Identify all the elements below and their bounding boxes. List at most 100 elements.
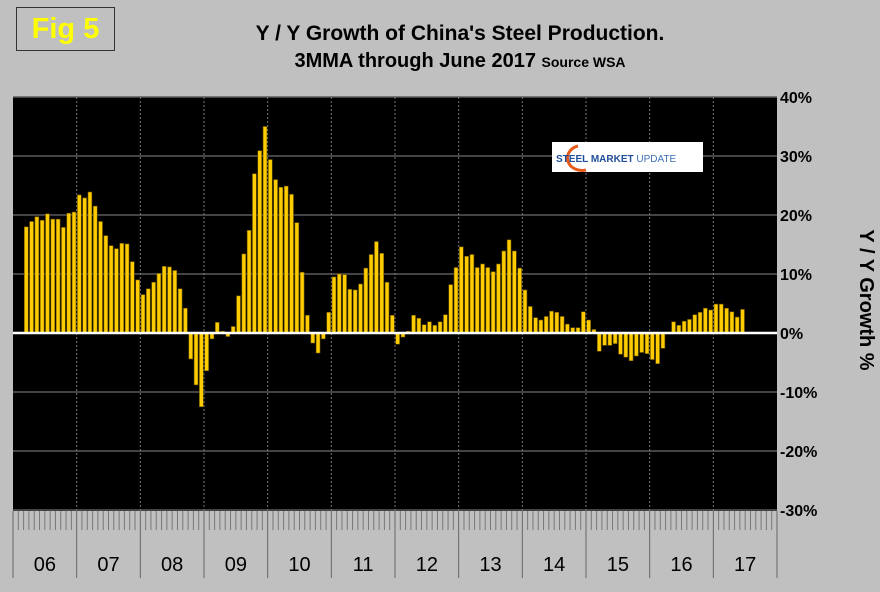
bar (650, 332, 655, 360)
bar (156, 273, 162, 334)
bar (644, 332, 650, 354)
year-label: 16 (670, 554, 692, 576)
bar (34, 216, 40, 334)
bar (501, 250, 507, 334)
bar (681, 320, 687, 334)
bar (490, 271, 496, 334)
bar (241, 253, 247, 334)
bar (453, 267, 459, 334)
logo-market: MARKET (591, 154, 634, 165)
bar (358, 283, 363, 334)
chart-subtitle: 3MMA through June 2017 Source WSA (150, 50, 770, 73)
bar (379, 253, 384, 334)
bar (512, 250, 517, 334)
bar (114, 248, 119, 334)
bar (549, 310, 554, 334)
bar (24, 226, 29, 334)
bar (485, 267, 491, 334)
bar (39, 220, 45, 334)
year-label: 12 (416, 554, 438, 576)
bars (24, 126, 745, 408)
logo-update: UPDATE (636, 154, 676, 165)
bar (719, 303, 724, 334)
bar (305, 314, 310, 334)
subtitle-text: 3MMA through June 2017 (294, 50, 536, 72)
bar (368, 254, 374, 334)
bar (374, 241, 379, 334)
bar (29, 221, 34, 334)
bar (363, 267, 369, 334)
y-axis: 40% 30% 20% 10% 0% -10% -20% -30% (780, 90, 817, 520)
bar (496, 263, 501, 334)
bar (146, 288, 151, 334)
bar (660, 332, 666, 349)
bar (602, 332, 607, 346)
bar (724, 307, 729, 334)
bar (268, 159, 273, 334)
bar (71, 211, 77, 334)
year-label: 08 (161, 554, 183, 576)
bar (283, 185, 289, 334)
bar (384, 281, 390, 334)
bar (543, 316, 549, 334)
bar (199, 332, 204, 408)
y-tick-label: 20% (780, 208, 812, 225)
bar (474, 267, 480, 334)
bar (437, 321, 443, 334)
year-label: 14 (543, 554, 565, 576)
svg-text:STEEL MARKET UPDATE: STEEL MARKET UPDATE (556, 154, 677, 165)
bar (294, 222, 300, 334)
figure-label: Fig 5 (16, 7, 115, 51)
bar (204, 332, 209, 372)
bar (581, 311, 586, 334)
bar (411, 314, 416, 334)
bar (469, 254, 475, 334)
bar (586, 319, 591, 334)
bar (459, 246, 464, 334)
bar (618, 332, 623, 355)
bar (66, 212, 71, 334)
bar (326, 312, 331, 334)
bar (734, 316, 740, 334)
bar (257, 150, 262, 334)
bar (87, 191, 93, 334)
chart-title: Y / Y Growth of China's Steel Production… (255, 22, 665, 45)
bar (92, 205, 98, 334)
bar (347, 289, 353, 334)
bar (252, 173, 257, 334)
bar (528, 306, 533, 334)
bar (687, 319, 692, 334)
bar (98, 221, 103, 334)
y-tick-label: 0% (780, 326, 803, 343)
bar (119, 243, 125, 334)
bar (703, 307, 708, 334)
bar (140, 294, 146, 334)
year-label: 13 (479, 554, 501, 576)
bar (352, 289, 358, 334)
logo-steel: STEEL (556, 154, 588, 165)
bar (310, 332, 316, 344)
bar (533, 317, 538, 334)
bar (597, 332, 602, 352)
bar (612, 332, 618, 344)
bar (390, 314, 395, 334)
bar (331, 276, 337, 334)
bar (193, 332, 199, 386)
bar (607, 332, 613, 346)
bar (671, 321, 676, 334)
bar (634, 332, 639, 357)
bar (713, 303, 719, 334)
bar (708, 309, 713, 334)
bar (480, 263, 485, 334)
bar (45, 213, 50, 334)
year-label: 07 (97, 554, 119, 576)
y-axis-label: Y / Y Growth % (855, 229, 877, 370)
bar (262, 126, 268, 334)
year-label: 11 (353, 554, 374, 576)
bar (108, 245, 114, 334)
logo: STEEL MARKET UPDATE (552, 142, 703, 172)
bar (50, 218, 56, 334)
bar (416, 317, 422, 334)
bar (103, 235, 109, 334)
bar (639, 332, 644, 353)
